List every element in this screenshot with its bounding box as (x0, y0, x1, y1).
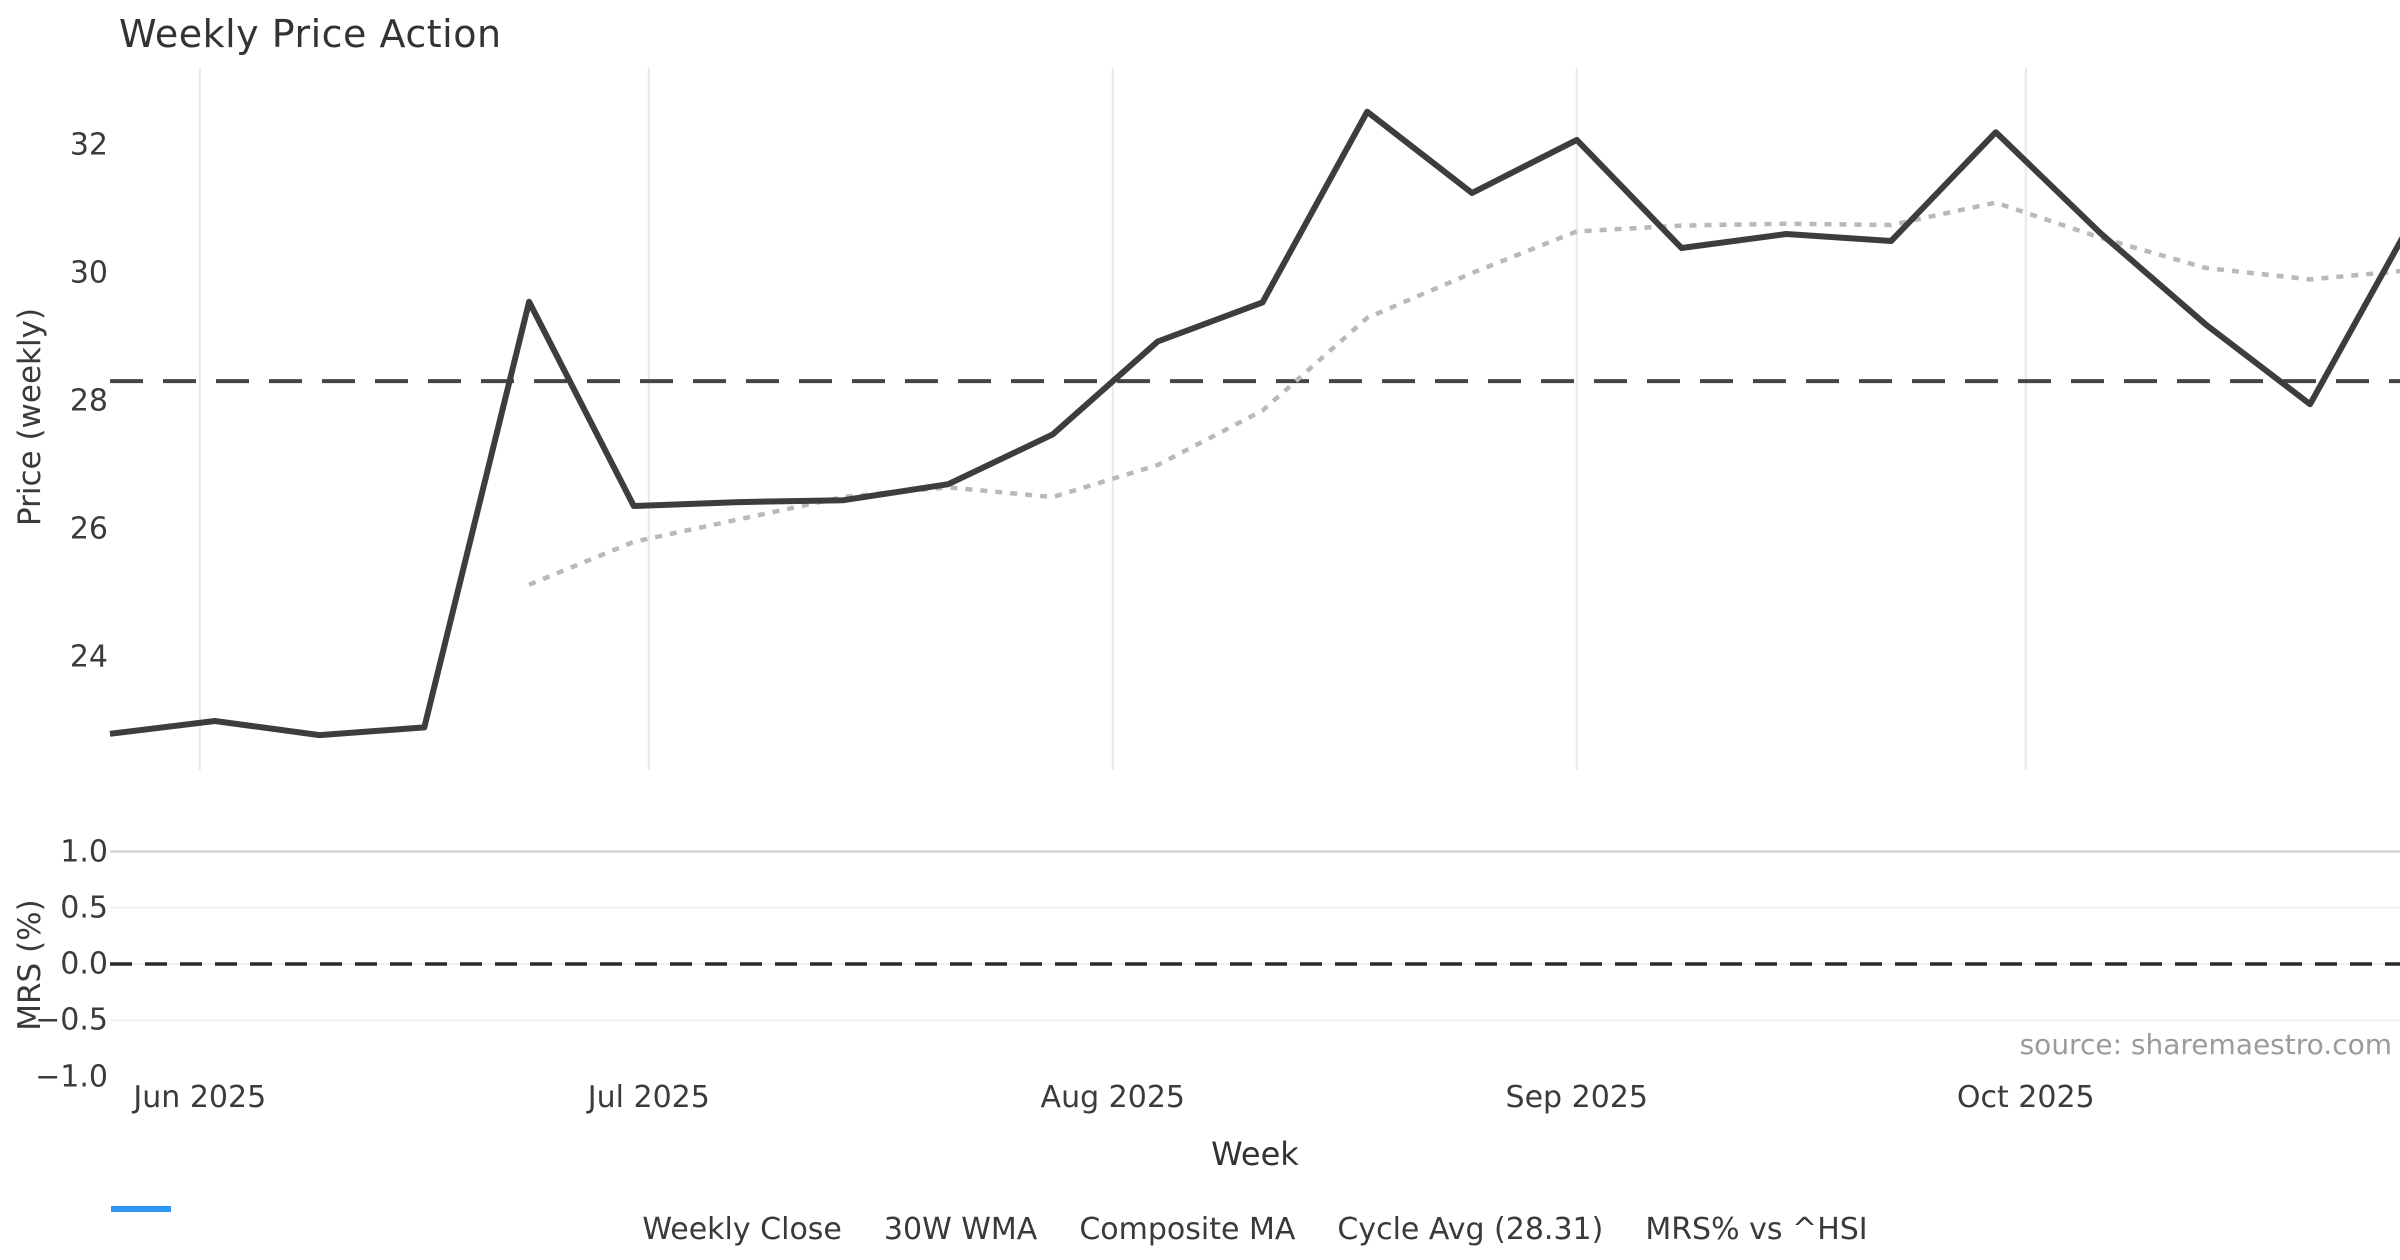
month-tick-label: Jul 2025 (587, 1080, 710, 1115)
mrs-ytick-label: −0.5 (35, 1002, 108, 1038)
x-axis-label: Week (1211, 1135, 1299, 1173)
legend-item: Composite MA (111, 1206, 1296, 1247)
legend-item: MRS% vs ^HSI (111, 1206, 1868, 1247)
legend-item: 30W WMA (111, 1206, 1038, 1247)
legend-label: MRS% vs ^HSI (1645, 1211, 1868, 1247)
legend-label: 30W WMA (883, 1211, 1038, 1247)
legend-label: Cycle Avg (28.31) (1337, 1211, 1604, 1247)
composite-ma-line (528, 200, 2400, 587)
month-tick-label: Aug 2025 (1040, 1080, 1186, 1115)
source-attribution: source: sharemaestro.com (2019, 1028, 2392, 1061)
price-ytick-label: 26 (69, 511, 108, 547)
legend-item: Weekly Close (111, 1206, 842, 1247)
legend-solid-line-icon (111, 1206, 171, 1212)
month-tick-label: Jun 2025 (133, 1080, 267, 1115)
month-tick-label: Oct 2025 (1956, 1080, 2095, 1115)
mrs-ytick-label: 0.0 (60, 946, 108, 982)
mrs-ytick-label: −1.0 (35, 1059, 108, 1094)
legend-label: Weekly Close (642, 1211, 842, 1247)
price-ytick-label: 28 (69, 383, 108, 419)
legend-item: Cycle Avg (28.31) (111, 1207, 1604, 1247)
legend-label: Composite MA (1079, 1211, 1296, 1247)
price-ytick-label: 30 (69, 255, 108, 291)
weekly-close-line (109, 108, 2400, 739)
mrs-ytick-label: 0.5 (60, 890, 108, 926)
month-tick-label: Sep 2025 (1505, 1080, 1648, 1115)
mrs-ytick-label: 1.0 (60, 834, 108, 869)
chart-title: Weekly Price Action (119, 12, 502, 56)
chart-legend: Weekly Close 30W WMA Composite MA Cycle Avg… (110, 1204, 2400, 1254)
price-ytick-label: 32 (69, 127, 108, 163)
price-ytick-label: 24 (69, 639, 108, 675)
